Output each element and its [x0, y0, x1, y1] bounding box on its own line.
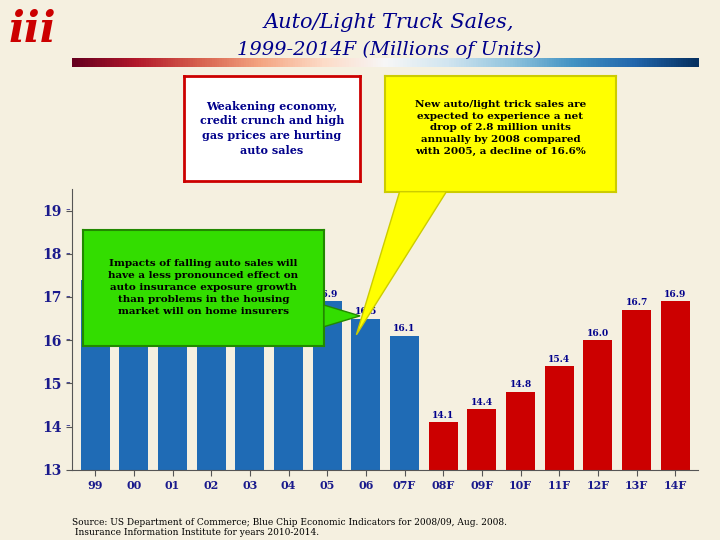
Text: 16.9: 16.9	[316, 290, 338, 299]
Text: 14.8: 14.8	[510, 381, 531, 389]
Text: -: -	[66, 204, 71, 218]
Text: 14.4: 14.4	[471, 398, 493, 407]
Bar	[312, 301, 342, 470]
Text: New auto/light trick sales are
expected to experience a net
drop of 2.8 million : New auto/light trick sales are expected …	[415, 100, 586, 156]
Text: Source: US Department of Commerce; Blue Chip Economic Indicators for 2008/09, Au: Source: US Department of Commerce; Blue …	[72, 518, 507, 537]
Bar	[235, 314, 264, 470]
Bar	[158, 275, 187, 470]
Text: iii: iii	[9, 9, 56, 51]
Bar	[622, 310, 651, 470]
Text: 17.4: 17.4	[84, 268, 107, 277]
Bar	[428, 422, 458, 470]
Text: Weakening economy,
credit crunch and high
gas prices are hurting
auto sales: Weakening economy, credit crunch and hig…	[199, 101, 344, 156]
Text: 15.4: 15.4	[548, 355, 570, 363]
Text: -: -	[66, 333, 71, 347]
Bar	[506, 392, 535, 470]
Text: 14.1: 14.1	[432, 411, 454, 420]
Text: -: -	[66, 290, 71, 304]
Bar	[274, 301, 303, 470]
Bar	[661, 301, 690, 470]
Bar	[467, 409, 496, 470]
Text: 1999-2014F (Millions of Units): 1999-2014F (Millions of Units)	[237, 40, 541, 59]
Text: 16.0: 16.0	[587, 329, 609, 338]
Text: -: -	[66, 420, 71, 434]
Text: 16.7: 16.7	[626, 299, 648, 307]
Text: 16.9: 16.9	[664, 290, 686, 299]
Text: -: -	[66, 247, 71, 261]
Text: 17.8: 17.8	[122, 251, 145, 260]
Text: 16.9: 16.9	[277, 290, 300, 299]
Text: Auto/Light Truck Sales,: Auto/Light Truck Sales,	[264, 14, 514, 32]
Text: 16.5: 16.5	[355, 307, 377, 316]
Bar	[545, 366, 574, 470]
Bar	[120, 262, 148, 470]
Text: 17.1: 17.1	[200, 281, 222, 290]
Text: 17.5: 17.5	[161, 264, 184, 273]
Bar	[81, 280, 109, 470]
Text: -: -	[66, 376, 71, 390]
Text: 16.6: 16.6	[238, 303, 261, 312]
Bar	[583, 340, 613, 470]
Text: 16.1: 16.1	[393, 325, 415, 333]
Bar	[197, 293, 225, 470]
Bar	[390, 336, 419, 470]
Text: Impacts of falling auto sales will
have a less pronounced effect on
auto insuran: Impacts of falling auto sales will have …	[108, 259, 299, 316]
Bar	[351, 319, 380, 470]
